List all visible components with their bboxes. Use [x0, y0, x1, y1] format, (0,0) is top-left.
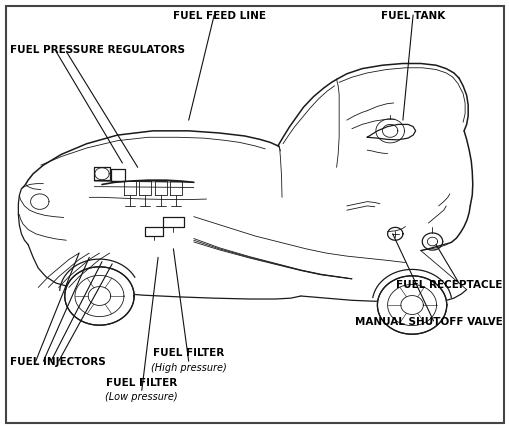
- Text: FUEL RECEPTACLE: FUEL RECEPTACLE: [395, 280, 501, 290]
- Text: MANUAL SHUTOFF VALVE: MANUAL SHUTOFF VALVE: [354, 317, 501, 326]
- Text: FUEL TANK: FUEL TANK: [380, 11, 444, 21]
- Polygon shape: [65, 267, 134, 325]
- Text: FUEL FEED LINE: FUEL FEED LINE: [173, 11, 265, 21]
- Polygon shape: [377, 276, 446, 334]
- Text: FUEL PRESSURE REGULATORS: FUEL PRESSURE REGULATORS: [10, 45, 185, 55]
- Text: FUEL INJECTORS: FUEL INJECTORS: [10, 357, 106, 367]
- Text: (Low pressure): (Low pressure): [105, 392, 178, 402]
- Text: FUEL FILTER: FUEL FILTER: [106, 378, 177, 387]
- Text: FUEL FILTER: FUEL FILTER: [153, 348, 224, 358]
- Text: (High pressure): (High pressure): [151, 363, 226, 372]
